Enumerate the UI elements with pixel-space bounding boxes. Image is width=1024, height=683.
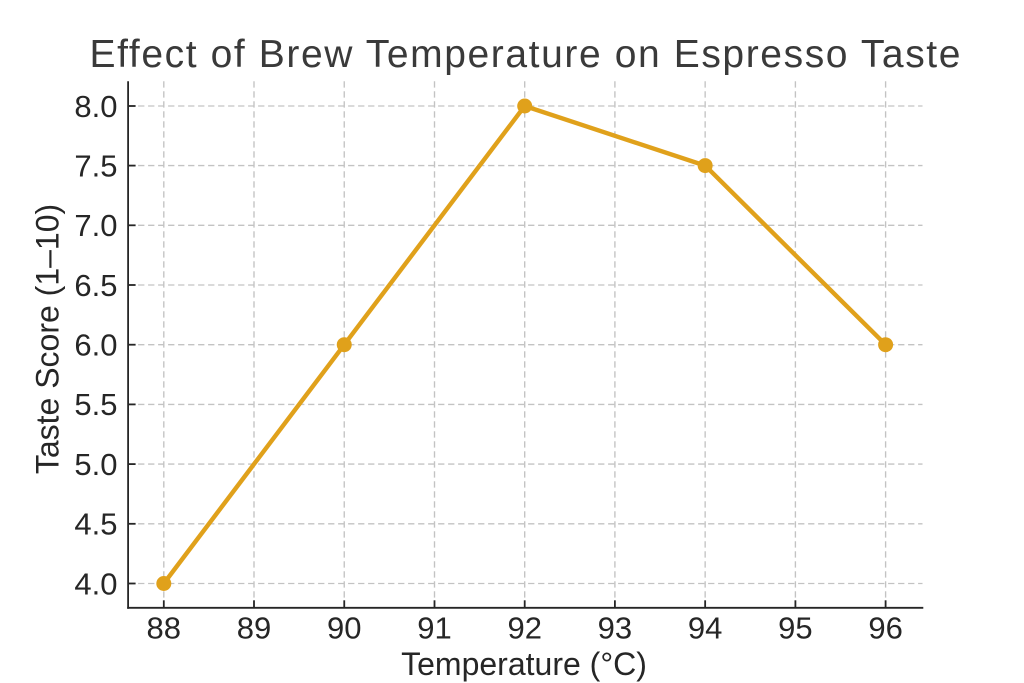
svg-text:96: 96 — [868, 610, 902, 645]
svg-text:7.0: 7.0 — [74, 208, 117, 243]
svg-text:88: 88 — [147, 610, 181, 645]
svg-text:5.0: 5.0 — [74, 447, 117, 482]
svg-text:91: 91 — [417, 610, 451, 645]
svg-text:8.0: 8.0 — [74, 89, 117, 124]
svg-text:94: 94 — [688, 610, 722, 645]
svg-text:95: 95 — [778, 610, 812, 645]
svg-text:7.5: 7.5 — [74, 148, 117, 183]
svg-text:Temperature (°C): Temperature (°C) — [401, 646, 647, 682]
svg-text:6.5: 6.5 — [74, 268, 117, 303]
svg-text:5.5: 5.5 — [74, 387, 117, 422]
svg-text:6.0: 6.0 — [74, 328, 117, 363]
svg-text:Taste Score (1–10): Taste Score (1–10) — [30, 204, 66, 474]
svg-text:Effect of Brew Temperature on: Effect of Brew Temperature on Espresso T… — [90, 33, 963, 76]
svg-text:93: 93 — [598, 610, 632, 645]
svg-text:89: 89 — [237, 610, 271, 645]
svg-text:92: 92 — [507, 610, 541, 645]
svg-text:4.5: 4.5 — [74, 507, 117, 542]
svg-text:4.0: 4.0 — [74, 566, 117, 601]
svg-text:90: 90 — [327, 610, 361, 645]
